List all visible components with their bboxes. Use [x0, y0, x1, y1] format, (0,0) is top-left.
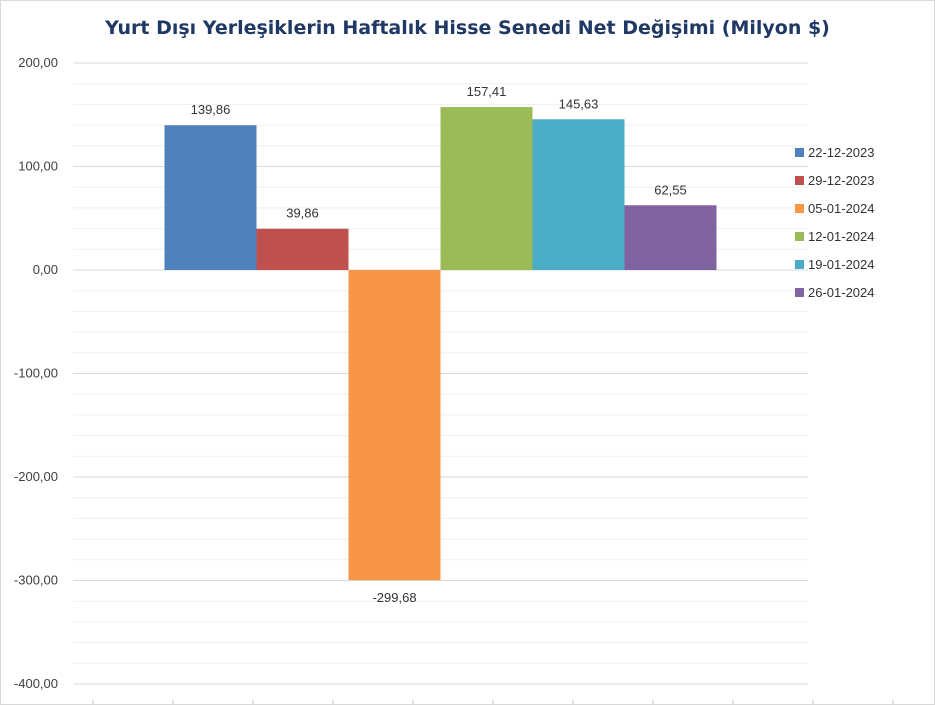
legend-swatch	[795, 204, 804, 213]
legend-swatch	[795, 176, 804, 185]
y-tick-label: -300,00	[14, 573, 58, 588]
y-axis-ticks: 200,00 100,00 0,00 -100,00 -200,00 -300,00 -40…	[14, 55, 58, 691]
legend-entry: 12-01-2024	[808, 229, 875, 244]
data-label: 62,55	[654, 182, 687, 197]
data-label: 157,41	[467, 84, 507, 99]
legend-swatch	[795, 148, 804, 157]
legend-entry: 19-01-2024	[808, 257, 875, 272]
y-tick-label: 0,00	[33, 262, 58, 277]
legend-swatch	[795, 260, 804, 269]
y-tick-label: -100,00	[14, 366, 58, 381]
bars	[164, 107, 717, 581]
y-tick-label: 200,00	[18, 55, 58, 70]
bar-29-12-2023	[256, 228, 349, 270]
legend-entry: 29-12-2023	[808, 173, 875, 188]
legend-swatch	[795, 232, 804, 241]
data-label: 39,86	[286, 206, 319, 221]
y-tick-label: 100,00	[18, 159, 58, 174]
bar-05-01-2024	[348, 270, 441, 581]
data-label: 139,86	[191, 102, 231, 117]
data-labels: 139,86 39,86 -299,68 157,41 145,63 62,55	[191, 84, 687, 605]
legend-swatch	[795, 288, 804, 297]
y-tick-label: -400,00	[14, 676, 58, 691]
chart-title: Yurt Dışı Yerleşiklerin Haftalık Hisse S…	[105, 17, 830, 39]
legend-entry: 26-01-2024	[808, 285, 875, 300]
legend-entry: 05-01-2024	[808, 201, 875, 216]
bar-26-01-2024	[624, 205, 717, 270]
bar-12-01-2024	[440, 107, 533, 270]
bar-19-01-2024	[532, 119, 625, 270]
legend-entry: 22-12-2023	[808, 145, 875, 160]
data-label: 145,63	[559, 96, 599, 111]
legend: 22-12-2023 29-12-2023 05-01-2024 12-01-2024…	[795, 145, 875, 300]
y-tick-label: -200,00	[14, 469, 58, 484]
data-label: -299,68	[372, 590, 416, 605]
bar-22-12-2023	[164, 125, 257, 270]
